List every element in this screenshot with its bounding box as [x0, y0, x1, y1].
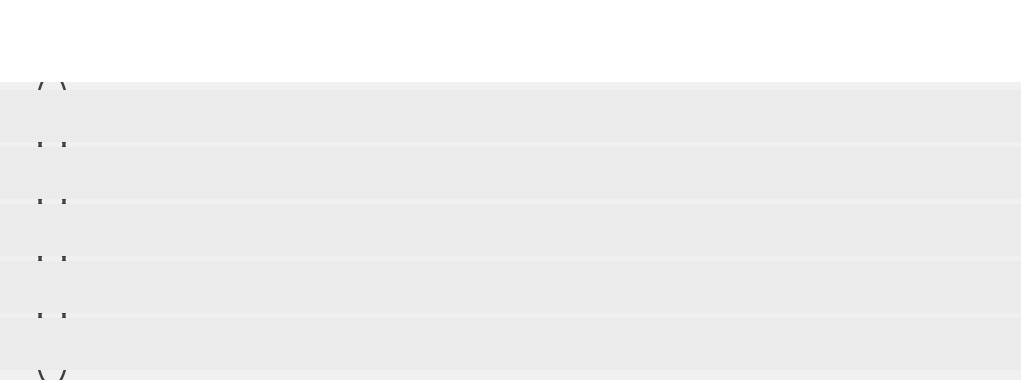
Text: Lack of information: Lack of information: [82, 335, 250, 353]
Text: Determine the maximum height (Ymax) traveled by sponge Bob. (USE: Ymax =[vi*sin(: Determine the maximum height (Ymax) trav…: [18, 40, 763, 55]
Text: 0.42 m: 0.42 m: [82, 221, 143, 239]
Text: 0.35 m: 0.35 m: [82, 164, 143, 182]
Text: Sponge Bob is jumping in a parabolic path with an angle of θ= 35° above the hori: Sponge Bob is jumping in a parabolic pat…: [18, 16, 960, 31]
Text: D: D: [45, 278, 59, 296]
Text: 0.72 m: 0.72 m: [82, 278, 143, 296]
Text: C: C: [46, 221, 58, 239]
Text: A: A: [45, 107, 59, 125]
Text: E: E: [46, 335, 58, 353]
Text: 0.28 m: 0.28 m: [82, 107, 143, 125]
Text: B: B: [45, 164, 58, 182]
